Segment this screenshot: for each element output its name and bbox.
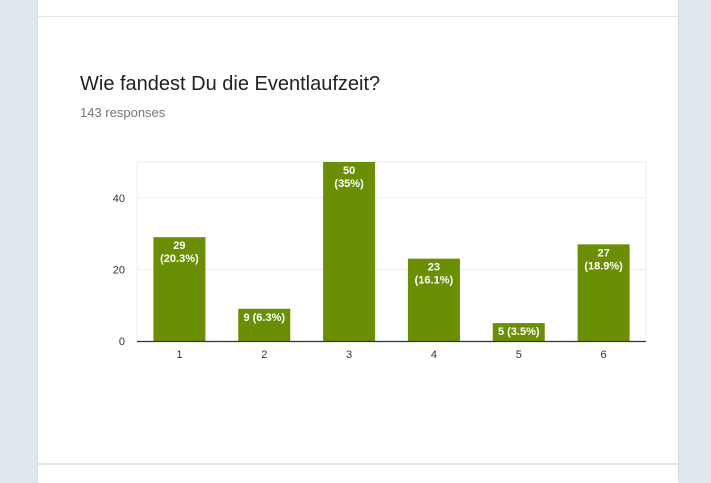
x-tick-label: 5 <box>516 349 522 361</box>
bar-data-label-line: 23 <box>428 262 440 274</box>
y-tick-label: 0 <box>119 336 125 348</box>
bar-data-label: 9 (6.3%) <box>243 312 285 324</box>
bar <box>577 244 630 341</box>
x-tick-label: 6 <box>601 349 607 361</box>
bar <box>323 162 376 341</box>
bar-data-label-line: 29 <box>173 240 185 252</box>
card-border-left <box>37 0 38 482</box>
bar <box>153 237 206 341</box>
previous-card <box>38 0 678 17</box>
bar-data-label-line: (20.3%) <box>160 253 199 265</box>
bar-data-label: 27 (18.9%) <box>584 247 623 272</box>
bar-data-label-line: 50 <box>343 165 355 177</box>
bar <box>238 308 291 341</box>
bar-data-label-line: (35%) <box>334 178 364 190</box>
bar-data-label: 5 (3.5%) <box>498 326 540 338</box>
x-tick-label: 1 <box>176 349 182 361</box>
x-tick-label: 3 <box>346 349 352 361</box>
y-tick-label: 40 <box>113 193 125 205</box>
response-count: 143 responses <box>80 105 166 120</box>
bar-data-label-line: (18.9%) <box>584 260 623 272</box>
x-tick-label: 2 <box>261 349 267 361</box>
x-tick-label: 4 <box>431 349 437 361</box>
bar <box>407 258 460 341</box>
card-border-right <box>678 0 679 482</box>
bar-data-label: 29 (20.3%) <box>160 240 199 265</box>
bar-data-label: 50 (35%) <box>334 165 364 190</box>
bar <box>492 323 545 341</box>
next-card <box>38 464 678 483</box>
bar-data-label: 23 (16.1%) <box>415 262 454 287</box>
y-tick-label: 20 <box>113 264 125 276</box>
bar-data-label-line: (16.1%) <box>415 275 454 287</box>
bar-data-label-line: 27 <box>597 247 609 259</box>
question-title: Wie fandest Du die Eventlaufzeit? <box>80 73 381 95</box>
